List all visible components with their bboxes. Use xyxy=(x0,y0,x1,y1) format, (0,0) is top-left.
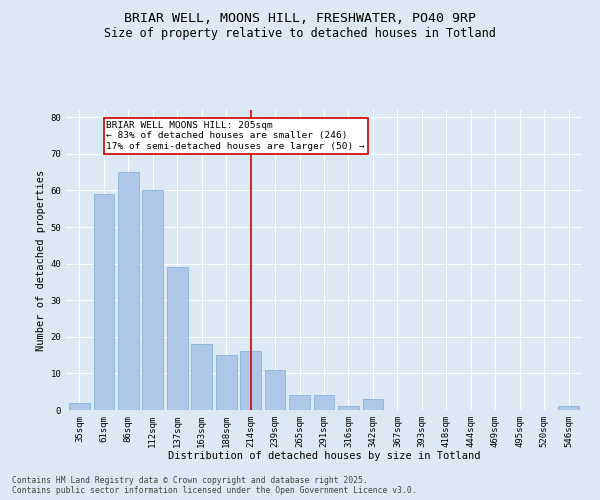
X-axis label: Distribution of detached houses by size in Totland: Distribution of detached houses by size … xyxy=(168,452,480,462)
Bar xyxy=(94,194,114,410)
Bar xyxy=(118,172,139,410)
Bar xyxy=(142,190,163,410)
Text: Size of property relative to detached houses in Totland: Size of property relative to detached ho… xyxy=(104,28,496,40)
Text: Contains HM Land Registry data © Crown copyright and database right 2025.
Contai: Contains HM Land Registry data © Crown c… xyxy=(12,476,416,495)
Bar xyxy=(338,406,359,410)
Bar xyxy=(191,344,212,410)
Bar xyxy=(167,268,188,410)
Bar xyxy=(314,396,334,410)
Bar xyxy=(289,396,310,410)
Bar xyxy=(240,352,261,410)
Text: BRIAR WELL, MOONS HILL, FRESHWATER, PO40 9RP: BRIAR WELL, MOONS HILL, FRESHWATER, PO40… xyxy=(124,12,476,26)
Bar xyxy=(69,402,90,410)
Text: BRIAR WELL MOONS HILL: 205sqm
← 83% of detached houses are smaller (246)
17% of : BRIAR WELL MOONS HILL: 205sqm ← 83% of d… xyxy=(106,121,365,151)
Bar xyxy=(265,370,286,410)
Y-axis label: Number of detached properties: Number of detached properties xyxy=(36,170,46,350)
Bar xyxy=(216,355,236,410)
Bar xyxy=(558,406,579,410)
Bar xyxy=(362,399,383,410)
